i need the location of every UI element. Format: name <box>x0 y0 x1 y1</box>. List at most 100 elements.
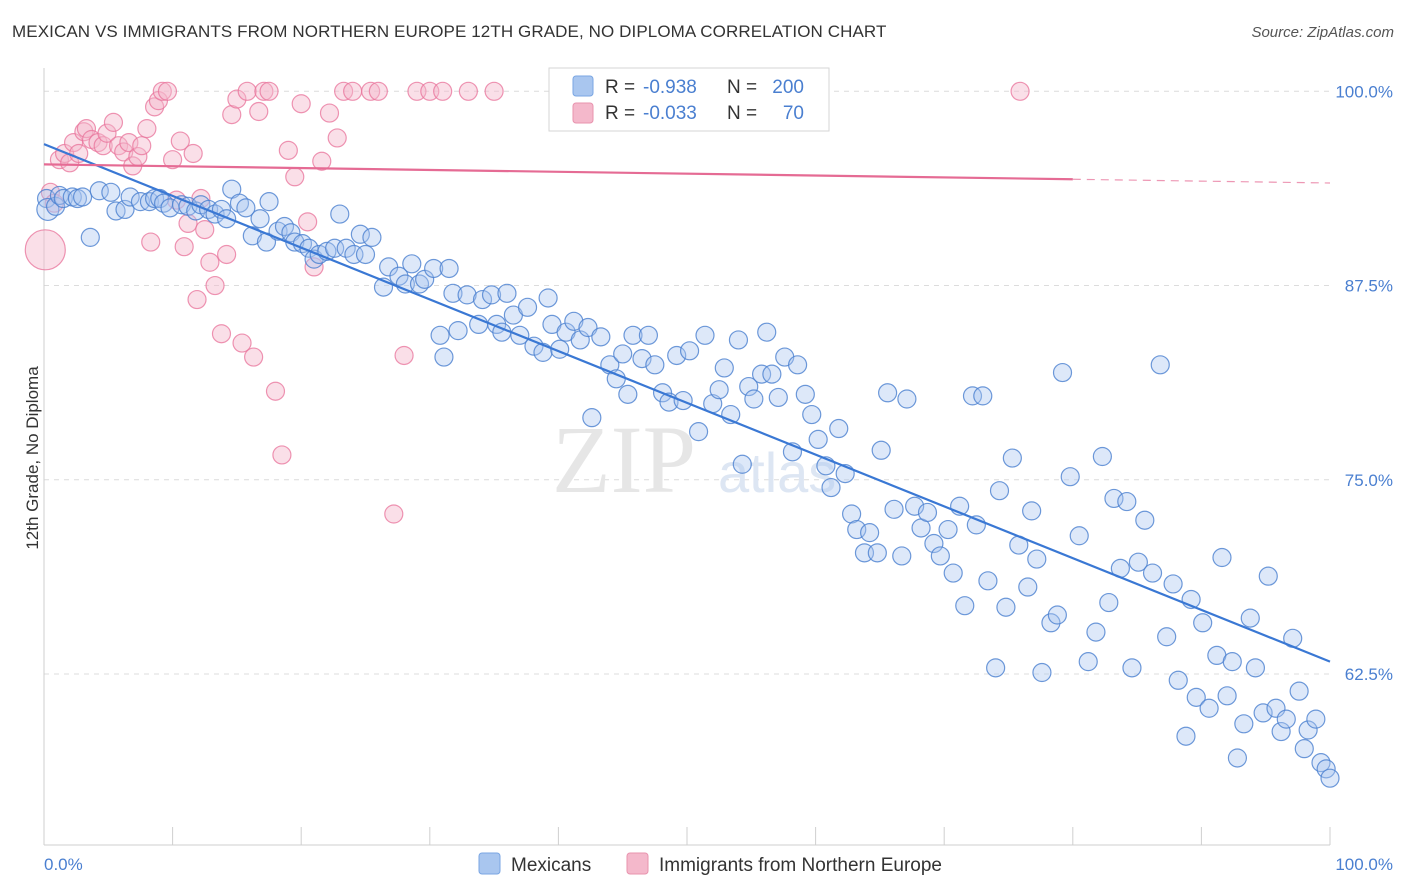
mexicans-point <box>497 283 517 303</box>
immigrants-point <box>361 81 381 101</box>
mexicans-point <box>1022 501 1042 521</box>
mexicans-point <box>45 196 66 216</box>
mexicans-point <box>645 355 665 375</box>
mexicans-trend-line <box>43 143 1331 663</box>
y-tick-label-0: 100.0% <box>1335 82 1393 101</box>
mexicans-point <box>871 440 891 460</box>
mexicans-point <box>638 325 659 345</box>
mexicans-point <box>679 341 700 361</box>
mexicans-point <box>739 376 759 397</box>
mexicans-point <box>1122 658 1142 678</box>
mexicans-point <box>1018 577 1038 597</box>
mexicans-point <box>1041 613 1061 633</box>
immigrants-point <box>254 81 274 101</box>
immigrants-point <box>265 381 286 401</box>
immigrants-point <box>183 143 203 164</box>
mexicans-point <box>538 288 558 308</box>
immigrants-point <box>272 445 292 465</box>
mexicans-point <box>623 325 643 345</box>
immigrants-point <box>227 89 247 109</box>
mexicans-point <box>808 429 828 450</box>
immigrants-point <box>384 504 404 524</box>
mexicans-point <box>892 546 912 566</box>
mexicans-point <box>1289 681 1309 701</box>
immigrants-point <box>170 131 190 151</box>
bottom-legend-swatch-immigrants <box>626 852 649 875</box>
immigrants-point <box>327 128 347 148</box>
mexicans-point <box>1311 753 1331 773</box>
gridlines <box>44 90 1330 675</box>
mexicans-point <box>986 658 1006 678</box>
immigrants-point <box>222 105 242 125</box>
mexicans-point <box>115 199 135 220</box>
immigrants-trend-line <box>43 163 1073 181</box>
chart-title: MEXICAN VS IMMIGRANTS FROM NORTHERN EURO… <box>12 22 887 41</box>
immigrants-trend-line-extension <box>1072 178 1331 184</box>
mexicans-point <box>1128 552 1148 572</box>
immigrants-point <box>368 81 388 101</box>
mexicans-point <box>1298 720 1318 740</box>
mexicans-point <box>259 192 279 212</box>
mexicans-point <box>564 311 584 331</box>
bottom-legend-swatch-mexicans <box>478 852 501 875</box>
y-tick-label-2: 75.0% <box>1345 471 1393 490</box>
mexicans-point <box>578 317 598 338</box>
mexicans-point <box>1047 605 1067 625</box>
axes <box>43 68 1331 846</box>
mexicans-point <box>1163 574 1183 594</box>
mexicans-point <box>1258 566 1278 586</box>
immigrants-point <box>195 220 215 240</box>
mexicans-point <box>1027 549 1047 569</box>
mexicans-point <box>350 224 370 244</box>
immigrants-point <box>103 112 124 132</box>
bottom-legend: Mexicans Immigrants from Northern Europe <box>478 852 942 876</box>
immigrants-point <box>249 101 269 122</box>
mexicans-point <box>787 355 808 375</box>
mexicans-point <box>762 364 782 384</box>
immigrants-point <box>285 167 305 187</box>
bottom-legend-immigrants: Immigrants from Northern Europe <box>659 855 942 876</box>
y-tick-label-3: 62.5% <box>1345 665 1393 684</box>
immigrants-point <box>163 150 183 170</box>
mexicans-point <box>795 384 815 404</box>
mexicans-point <box>582 408 602 428</box>
legend-swatch-mexicans <box>572 75 594 97</box>
watermark-zip: ZIP <box>552 406 696 513</box>
immigrants-point <box>433 81 453 101</box>
mexicans-point <box>917 502 938 523</box>
mexicans-point <box>613 344 633 364</box>
mexicans-point <box>884 499 904 519</box>
mexicans-point <box>591 327 611 347</box>
immigrants-point <box>137 119 157 139</box>
mexicans-point <box>688 422 709 442</box>
mexicans-point <box>897 389 917 409</box>
mexicans-point <box>842 504 862 524</box>
mexicans-point <box>336 238 356 258</box>
mexicans-point <box>1320 768 1340 788</box>
mexicans-point <box>943 563 963 583</box>
immigrants-point <box>319 103 340 123</box>
mexicans-point <box>1142 563 1163 583</box>
mexicans-point <box>996 597 1016 617</box>
mexicans-point <box>517 297 538 317</box>
immigrants-point <box>152 81 172 101</box>
mexicans-point <box>978 571 998 591</box>
immigrants-point <box>394 345 414 366</box>
mexicans-point <box>829 418 849 439</box>
mexicans-point <box>1135 510 1155 530</box>
mexicans-point <box>430 325 450 345</box>
legend-n-value-2: 70 <box>783 103 804 124</box>
mexicans-point <box>962 386 983 406</box>
mexicans-point <box>1078 652 1098 672</box>
mexicans-point <box>618 384 638 404</box>
mexicans-point <box>250 209 270 229</box>
mexicans-point <box>802 404 822 425</box>
mexicans-point <box>821 477 841 498</box>
series-mexicans-points <box>36 179 1340 788</box>
mexicans-point <box>973 386 993 406</box>
immigrants-point <box>174 237 194 257</box>
mexicans-point <box>867 543 887 563</box>
immigrants-point <box>244 347 264 367</box>
mexicans-point <box>1217 686 1237 706</box>
